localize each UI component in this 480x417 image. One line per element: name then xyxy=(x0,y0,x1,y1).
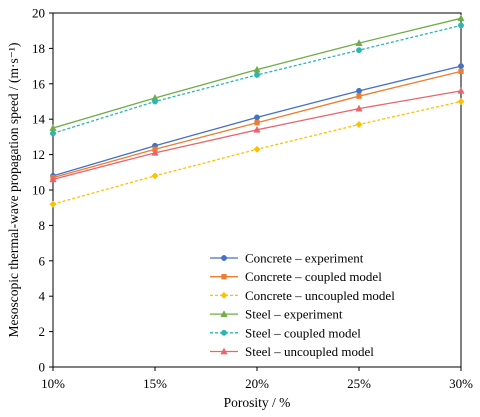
legend-marker xyxy=(220,310,228,317)
data-point xyxy=(355,104,363,112)
series-5 xyxy=(50,22,464,137)
y-tick-label: 8 xyxy=(39,218,46,233)
data-point xyxy=(457,86,465,94)
legend-marker xyxy=(220,291,228,299)
data-point xyxy=(355,39,363,46)
legend-label: Steel – uncoupled model xyxy=(245,344,374,359)
data-point xyxy=(458,68,464,75)
data-point xyxy=(458,63,464,70)
legend-label: Steel – coupled model xyxy=(245,325,361,340)
y-tick-label: 14 xyxy=(32,112,46,127)
legend: Concrete – experiment Concrete – coupled … xyxy=(210,251,395,359)
data-point xyxy=(457,14,465,22)
data-point xyxy=(254,72,260,78)
legend-label: Steel – experiment xyxy=(245,307,343,322)
x-tick-label: 20% xyxy=(245,376,269,391)
data-point xyxy=(253,145,261,153)
x-tick-label: 25% xyxy=(347,376,371,391)
y-tick-label: 0 xyxy=(39,360,46,375)
y-tick-label: 4 xyxy=(39,289,46,304)
data-point xyxy=(355,120,363,129)
legend-label: Concrete – uncoupled model xyxy=(245,288,395,303)
x-axis-ticks: 10% 15% 20% 25% 30% xyxy=(41,367,473,391)
data-point xyxy=(356,87,362,94)
y-tick-label: 20 xyxy=(32,6,45,21)
x-tick-label: 30% xyxy=(449,376,473,391)
y-tick-label: 12 xyxy=(32,147,45,162)
data-point xyxy=(253,125,261,133)
data-point xyxy=(356,47,362,54)
data-point xyxy=(49,175,57,183)
series-layer xyxy=(49,14,465,208)
series-3 xyxy=(49,97,465,208)
series-6 xyxy=(49,86,465,183)
data-point xyxy=(151,172,159,180)
legend-label: Concrete – coupled model xyxy=(245,269,382,284)
x-tick-label: 15% xyxy=(143,376,167,391)
legend-marker xyxy=(221,274,227,280)
legend-label: Concrete – experiment xyxy=(245,251,364,266)
y-tick-label: 6 xyxy=(39,253,46,268)
data-point xyxy=(254,120,260,126)
data-point xyxy=(151,148,159,156)
legend-marker xyxy=(221,329,227,336)
series-line xyxy=(52,90,462,181)
data-point xyxy=(152,98,158,105)
y-tick-label: 18 xyxy=(32,41,45,56)
data-point xyxy=(254,114,260,121)
x-tick-label: 10% xyxy=(41,376,65,391)
data-point xyxy=(356,93,362,99)
y-axis-title: Mesoscopic thermal-wave propagation spee… xyxy=(6,43,21,338)
y-tick-label: 16 xyxy=(32,76,46,91)
x-axis-title: Porosity / % xyxy=(224,395,291,410)
data-point xyxy=(50,130,56,137)
y-tick-label: 2 xyxy=(39,324,46,339)
y-axis-ticks: 0 2 4 6 8 10 12 14 16 18 20 xyxy=(32,6,53,375)
y-tick-label: 10 xyxy=(32,183,45,198)
legend-marker xyxy=(220,347,228,355)
data-point xyxy=(458,22,464,29)
data-point xyxy=(457,97,465,106)
legend-marker xyxy=(221,255,227,261)
data-point xyxy=(49,200,57,208)
